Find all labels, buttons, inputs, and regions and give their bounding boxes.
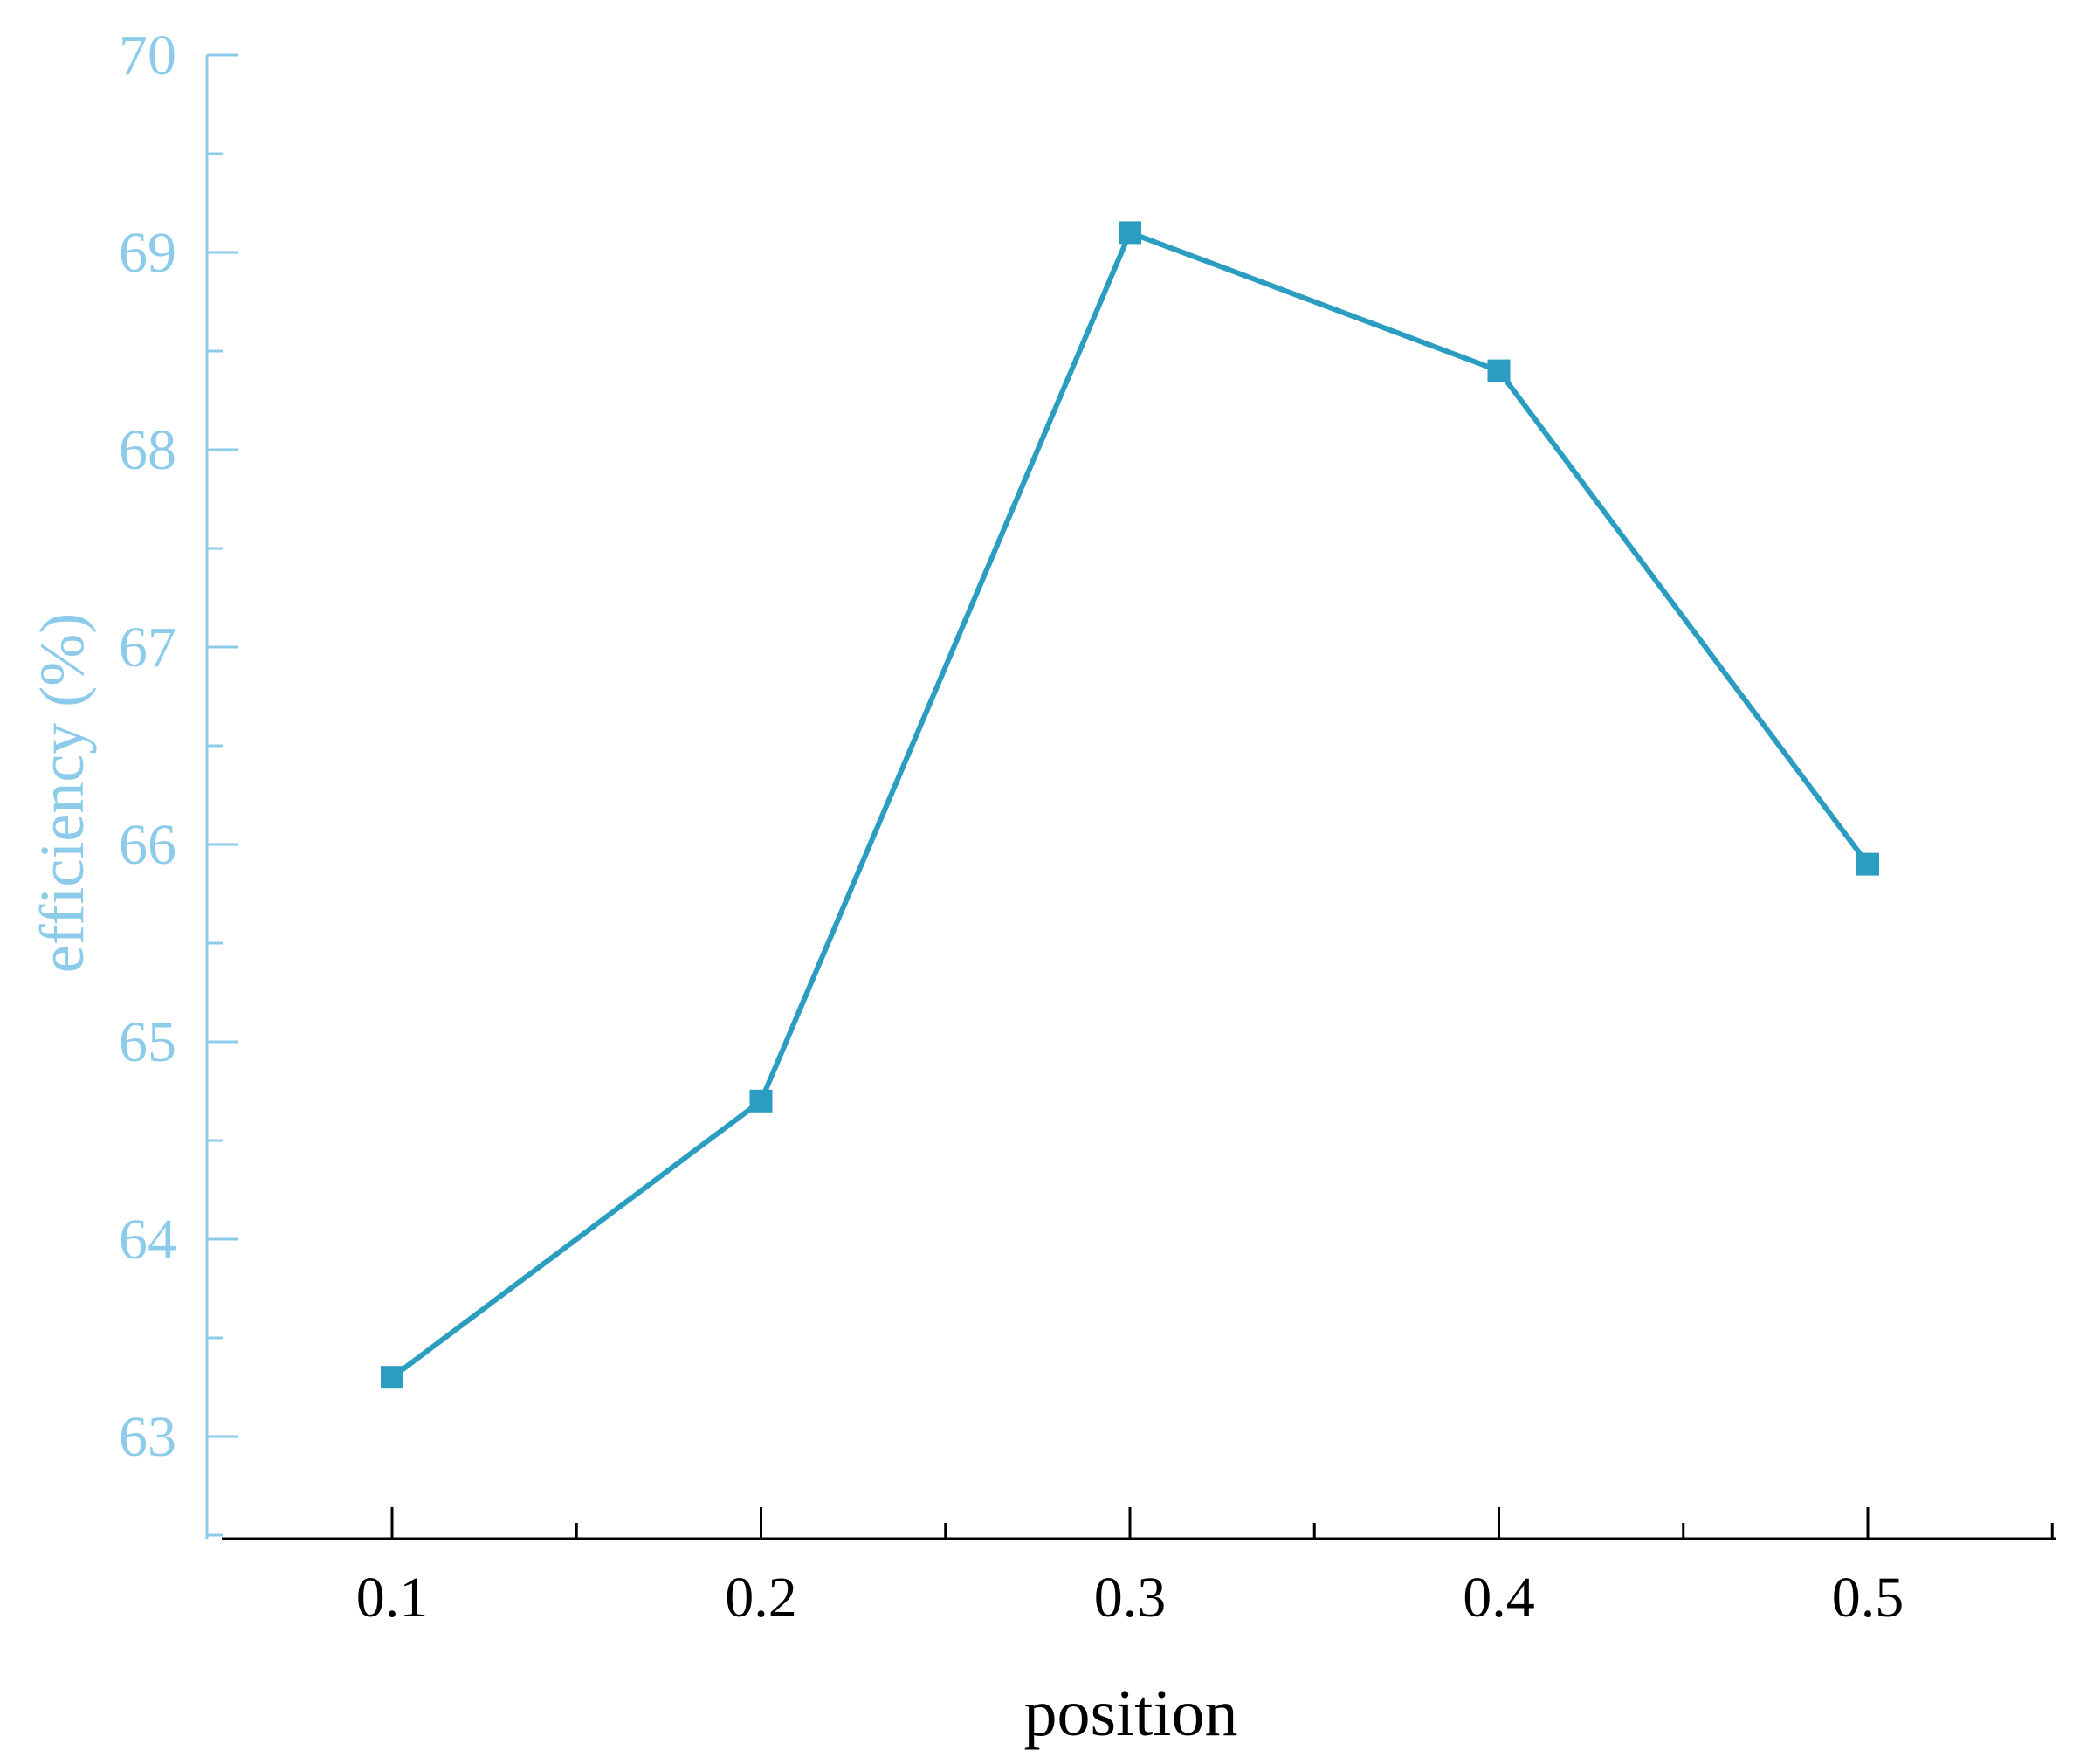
- data-point-marker: [749, 1089, 773, 1113]
- y-tick-label: 65: [119, 1010, 176, 1074]
- y-tick-label: 69: [119, 221, 176, 285]
- data-point-marker: [381, 1366, 403, 1389]
- data-point-marker: [1119, 221, 1141, 245]
- x-tick-label: 0.2: [725, 1566, 797, 1630]
- data-point-marker: [1487, 359, 1511, 382]
- x-axis-title: position: [1024, 1677, 1238, 1750]
- data-point-marker: [1856, 852, 1879, 876]
- y-tick-label: 68: [119, 418, 176, 482]
- y-axis-title: efficiency (%): [27, 613, 97, 973]
- x-tick-label: 0.3: [1094, 1566, 1167, 1630]
- x-tick-label: 0.5: [1832, 1566, 1904, 1630]
- x-tick-label: 0.1: [356, 1566, 429, 1630]
- y-tick-label: 67: [119, 616, 176, 679]
- y-tick-label: 66: [119, 813, 176, 877]
- y-axis: 63 64 65 66 67 68 69 70: [119, 24, 238, 1539]
- y-tick-label: 64: [119, 1208, 176, 1271]
- x-axis: 0.1 0.2 0.3 0.4 0.5: [222, 1507, 2056, 1630]
- y-tick-label: 70: [119, 24, 176, 87]
- series-layer: [381, 221, 1879, 1389]
- series-line: [390, 229, 1870, 1380]
- x-tick-label: 0.4: [1463, 1566, 1535, 1630]
- y-tick-label: 63: [119, 1405, 176, 1469]
